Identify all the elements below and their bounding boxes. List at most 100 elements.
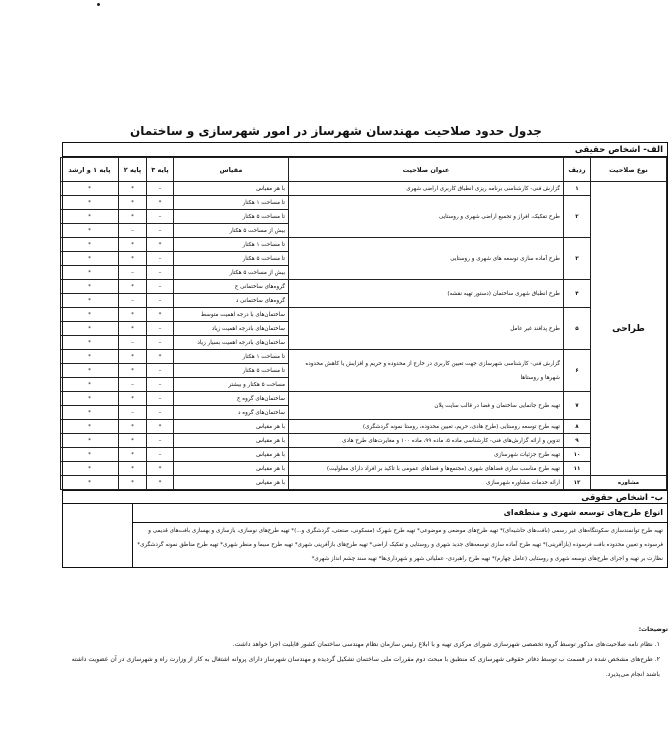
scale-cell: با هر مقیاس [173,475,289,490]
grade-1-cell: * [60,447,119,462]
row-number: ۶ [563,349,591,392]
table-row: ۲ طرح تفکیک، افراز و تجمیع اراضی شهری و ر… [60,195,667,238]
table-row: ۳ طرح آماده سازی توسعه های شهری و روستایی… [60,237,667,280]
scale-cell: تا مساحت ۱ هکتار [173,349,289,364]
type-cell-consult: مشاوره [590,475,667,490]
grade-3-cell: – [146,293,174,308]
grade-2-cell: * [118,251,147,266]
grade-2-cell: * [118,475,147,490]
plans-box: انواع طرح‌های توسعه شهری و منطقه‌ای تهیه… [132,504,667,567]
table-row: طراحی ۱ گزارش فنی- کارشناسی برنامه ریزی ان… [60,181,667,476]
scale-cell: با هر مقیاس [173,447,289,462]
grade-1-cell: * [60,335,119,350]
grade-1-cell: * [60,181,119,196]
section-b-heading: ب- اشخاص حقوقی [63,490,667,504]
grade-3-cell: – [146,251,174,266]
grade-2-cell: * [118,391,147,406]
grade-2-cell: * [118,279,147,294]
table-row: مشاوره ۱۲ ارائه خدمات مشاوره شهرسازی با هر … [60,475,667,490]
grade-3-cell: – [146,405,174,420]
scale-cell: با هر مقیاس [173,433,289,448]
scale-cell: تا مساحت ۵ هکتار [173,251,289,266]
grade-1-cell: * [60,307,119,322]
note-item: ۱. نظام نامه صلاحیت‌های مذکور توسط گروه … [232,641,660,648]
type-cell-design: طراحی [590,181,667,476]
grade-2-cell: * [118,209,147,224]
scale-cell: تا مساحت ۱ هکتار [173,237,289,252]
grade-1-cell: * [60,237,119,252]
grade-1-cell: * [60,461,119,476]
table-row: ۸ تهیه طرح توسعه روستایی (طرح هادی، حریم،… [60,419,667,434]
page-title: جدول حدود صلاحیت مهندسان شهرساز در امور … [130,124,542,138]
grade-3-cell: – [146,181,174,196]
scale-cell: گروه‌های ساختمانی ج [173,279,289,294]
row-number: ۲ [563,195,591,238]
grade-3-cell: – [146,223,174,238]
competency-title: تهیه طرح توسعه روستایی (طرح هادی، حریم، … [288,419,564,434]
grade-3-cell: * [146,195,174,210]
header-grade-1: پایه ۱ و ارشد [60,157,119,182]
scale-cell: تا مساحت ۵ هکتار [173,209,289,224]
scale-cell: تا مساحت ۵ هکتار [173,363,289,378]
grade-2-cell: * [118,307,147,322]
section-a-heading: الف- اشخاص حقیقی [63,143,667,157]
row-number: ۸ [563,419,591,434]
grade-3-cell: * [146,461,174,476]
header-scale: مقیاس [173,157,289,182]
table-row: مساحت ۵ هکتار و بیشتر – – * [60,377,667,392]
grade-2-cell: – [118,293,147,308]
grade-2-cell: – [118,223,147,238]
row-number: ۱۱ [563,461,591,476]
competency-title: تهیه طرح جانمایی ساختمان و فضا در قالب س… [288,391,564,420]
competency-title: گزارش فنی- کارشناسی برنامه ریزی انطباق ک… [288,181,564,196]
competency-title: تهیه طرح مناسب سازی فضاهای شهری (مجتمع‌ه… [288,461,564,476]
grade-1-cell: * [60,279,119,294]
row-number: ۱۲ [563,475,591,490]
grade-2-cell: * [118,181,147,196]
row-number: ۳ [563,237,591,280]
row-number: ۵ [563,307,591,350]
grade-2-cell: – [118,335,147,350]
table-row: ۷ تهیه طرح جانمایی ساختمان و فضا در قالب … [60,391,667,420]
grade-1-cell: * [60,251,119,266]
header-type: نوع صلاحیت [590,157,667,182]
competency-title: تدوین و ارائه گزارش‌های فنی- کارشناسی ما… [288,433,564,448]
competency-table: نوع صلاحیت ردیف عنوان صلاحیت مقیاس پایه … [60,157,667,490]
grade-3-cell: – [146,335,174,350]
scale-cell: ساختمان‌های بادرجه اهمیت بسیار زیاد [173,335,289,350]
grade-1-cell: * [60,349,119,364]
grade-3-cell: – [146,321,174,336]
grade-3-cell: – [146,265,174,280]
scale-cell: با هر مقیاس [173,461,289,476]
grade-1-cell: * [60,405,119,420]
grade-1-cell: * [60,195,119,210]
table-row: ۶ گزارش فنی- کارشناسی شهرسازی جهت تعیین ک… [60,349,667,392]
scale-cell: با هر مقیاس [173,181,289,196]
row-number: ۱۰ [563,447,591,462]
grade-2-cell: * [118,237,147,252]
table-row: بیش از مساحت ۵ هکتار – – * [60,223,667,238]
header-subject: عنوان صلاحیت [288,157,564,182]
grade-1-cell: * [60,433,119,448]
grade-2-cell: – [118,405,147,420]
scan-speck [97,3,100,6]
grade-2-cell: * [118,461,147,476]
grade-3-cell: – [146,433,174,448]
scale-cell: مساحت ۵ هکتار و بیشتر [173,377,289,392]
grade-1-cell: * [60,475,119,490]
table-row: ۵ طرح پدافند غیر عامل ساختمان‌های با درجه … [60,307,667,350]
grade-3-cell: * [146,237,174,252]
grade-2-cell: * [118,195,147,210]
grade-3-cell: – [146,363,174,378]
competency-title: گزارش فنی- کارشناسی شهرسازی جهت تعیین کا… [288,349,564,392]
scale-cell: ساختمان‌های بادرجه اهمیت زیاد [173,321,289,336]
table-row: ۱۱ تهیه طرح مناسب سازی فضاهای شهری (مجتمع… [60,461,667,476]
grade-1-cell: * [60,377,119,392]
row-number: ۹ [563,433,591,448]
grade-1-cell: * [60,419,119,434]
table-row: تا مساحت ۵ هکتار – * * [60,209,667,224]
scale-cell: ساختمان‌های با درجه اهمیت متوسط [173,307,289,322]
grade-3-cell: * [146,307,174,322]
grade-1-cell: * [60,293,119,308]
grade-3-cell: – [146,377,174,392]
